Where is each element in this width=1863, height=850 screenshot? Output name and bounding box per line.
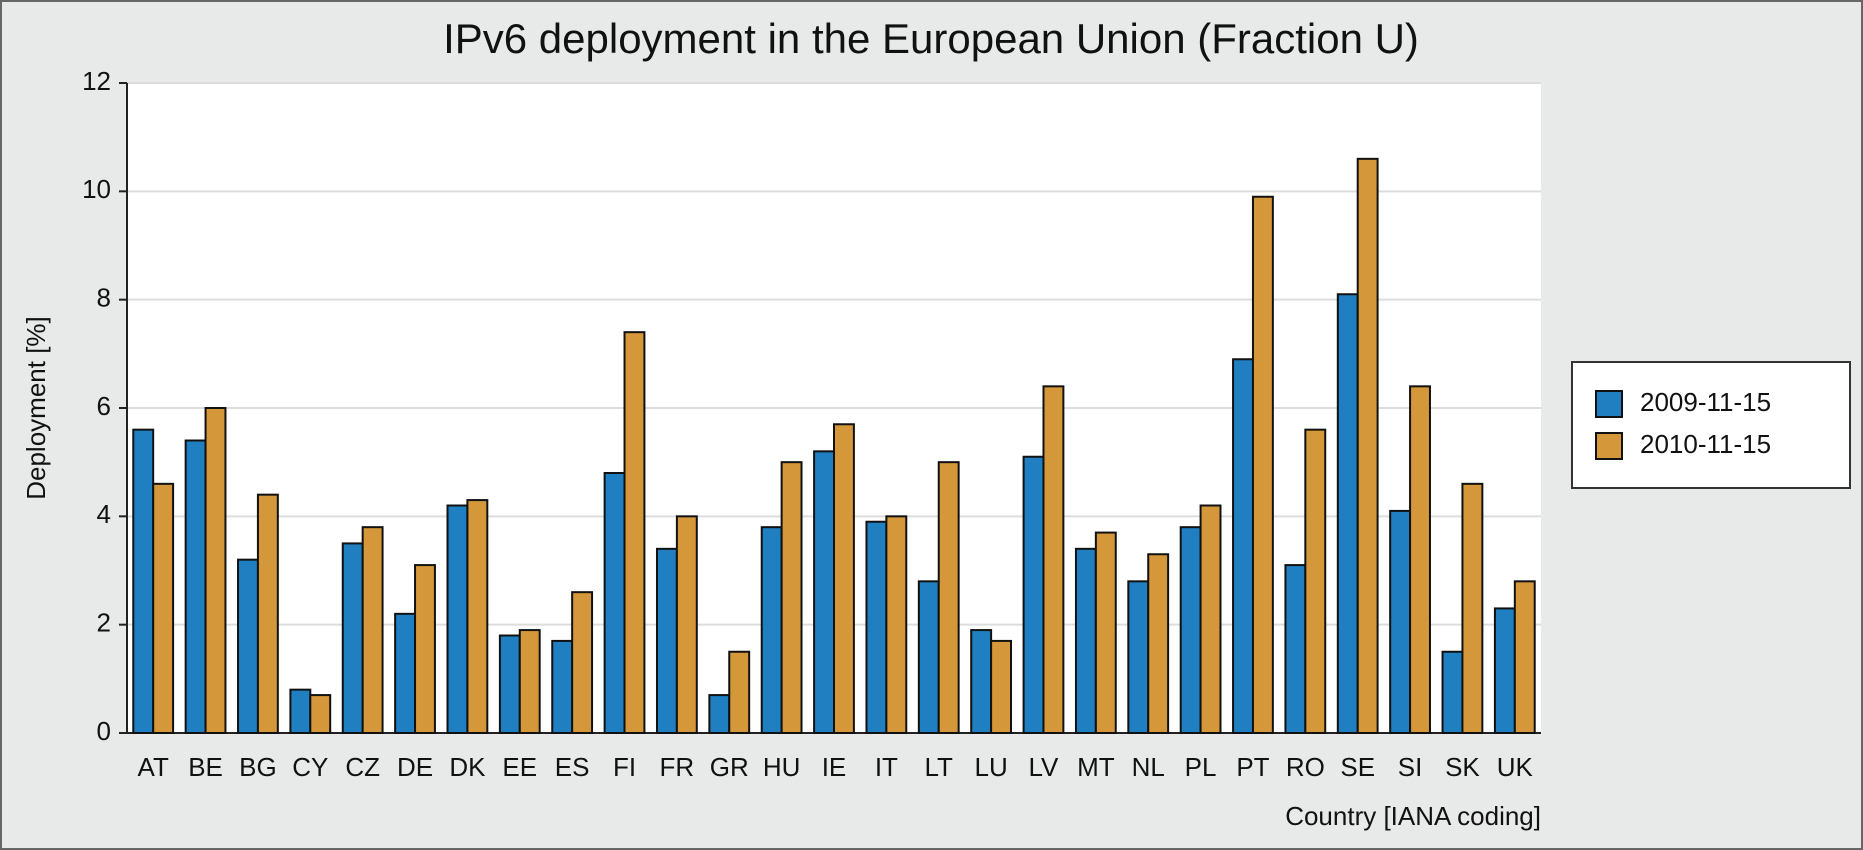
x-tick-label: HU	[763, 752, 801, 782]
x-tick-label: LV	[1029, 752, 1060, 782]
bar	[1094, 531, 1117, 734]
bar	[655, 547, 678, 734]
y-tick-label: 12	[82, 66, 111, 96]
bar	[1179, 526, 1202, 735]
bar	[1461, 482, 1484, 735]
bar	[760, 526, 783, 735]
x-tick-label: GR	[710, 752, 749, 782]
chart-title: IPv6 deployment in the European Union (F…	[443, 15, 1419, 62]
bar	[289, 688, 312, 735]
x-tick-label: EE	[502, 752, 537, 782]
bar	[1251, 195, 1274, 734]
bar	[1074, 547, 1097, 734]
bar	[1042, 385, 1065, 734]
x-axis-label: Country [IANA coding]	[1285, 801, 1541, 831]
x-tick-label: IE	[822, 752, 847, 782]
bar	[414, 564, 436, 734]
x-tick-label: LU	[974, 752, 1007, 782]
bar	[518, 629, 541, 734]
bar	[1127, 580, 1150, 734]
bar	[675, 515, 698, 734]
y-tick-label: 8	[97, 283, 111, 313]
bar	[728, 650, 751, 734]
bar	[256, 493, 279, 734]
bar	[813, 450, 835, 734]
bar	[865, 520, 888, 734]
legend-label: 2010-11-15	[1640, 429, 1771, 459]
x-tick-label: CY	[292, 752, 328, 782]
bar	[1409, 385, 1431, 734]
bar	[1199, 504, 1222, 734]
legend	[1571, 361, 1851, 489]
bar	[394, 612, 417, 734]
bar	[446, 504, 469, 734]
bar	[603, 472, 626, 734]
x-tick-label: AT	[138, 752, 169, 782]
legend-swatch	[1595, 432, 1623, 460]
bar	[361, 526, 384, 735]
bar	[1232, 358, 1254, 734]
bar	[341, 542, 364, 735]
bar	[1513, 580, 1536, 734]
bar	[780, 461, 803, 734]
bar	[708, 694, 731, 734]
bar	[498, 634, 521, 734]
bar	[970, 629, 993, 734]
x-tick-label: PL	[1185, 752, 1217, 782]
x-tick-label: NL	[1132, 752, 1165, 782]
bar	[1147, 553, 1170, 734]
y-tick-label: 6	[97, 391, 111, 421]
bar	[623, 331, 646, 734]
x-tick-label: SE	[1340, 752, 1375, 782]
x-tick-label: BE	[188, 752, 223, 782]
x-tick-label: RO	[1286, 752, 1325, 782]
x-tick-label: PT	[1236, 752, 1269, 782]
bar	[184, 439, 207, 734]
bar	[917, 580, 940, 734]
bar	[571, 591, 594, 735]
y-tick-label: 4	[97, 499, 111, 529]
x-tick-label: CZ	[345, 752, 380, 782]
bar	[551, 639, 574, 735]
bar	[1336, 293, 1359, 734]
x-tick-label: IT	[875, 752, 898, 782]
bar	[833, 423, 855, 734]
bar	[132, 428, 155, 734]
x-tick-label: DE	[397, 752, 433, 782]
y-tick-label: 2	[97, 608, 111, 638]
x-tick-label: FR	[660, 752, 695, 782]
bar	[237, 558, 259, 735]
bar	[204, 407, 227, 734]
bar	[1441, 650, 1464, 734]
x-tick-label: BG	[239, 752, 277, 782]
bar	[937, 461, 960, 734]
x-tick-label: FI	[613, 752, 636, 782]
x-tick-label: ES	[555, 752, 590, 782]
bar	[885, 515, 908, 734]
x-tick-label: LT	[925, 752, 954, 782]
legend-label: 2009-11-15	[1640, 387, 1771, 417]
x-tick-label: SI	[1398, 752, 1423, 782]
bar	[152, 482, 175, 735]
bar	[990, 639, 1013, 735]
bar	[1284, 564, 1307, 734]
bar	[1389, 509, 1412, 734]
bar	[309, 694, 332, 734]
legend-swatch	[1595, 390, 1623, 418]
bar	[1022, 455, 1045, 734]
x-tick-label: SK	[1445, 752, 1480, 782]
bar	[1356, 157, 1379, 735]
bar	[1304, 428, 1327, 734]
y-axis-label: Deployment [%]	[21, 316, 51, 500]
y-tick-label: 10	[82, 174, 111, 204]
bar	[466, 499, 489, 735]
x-tick-label: UK	[1497, 752, 1534, 782]
y-tick-label: 0	[97, 716, 111, 746]
x-tick-label: DK	[449, 752, 486, 782]
bar	[1493, 607, 1516, 735]
x-tick-label: MT	[1077, 752, 1115, 782]
